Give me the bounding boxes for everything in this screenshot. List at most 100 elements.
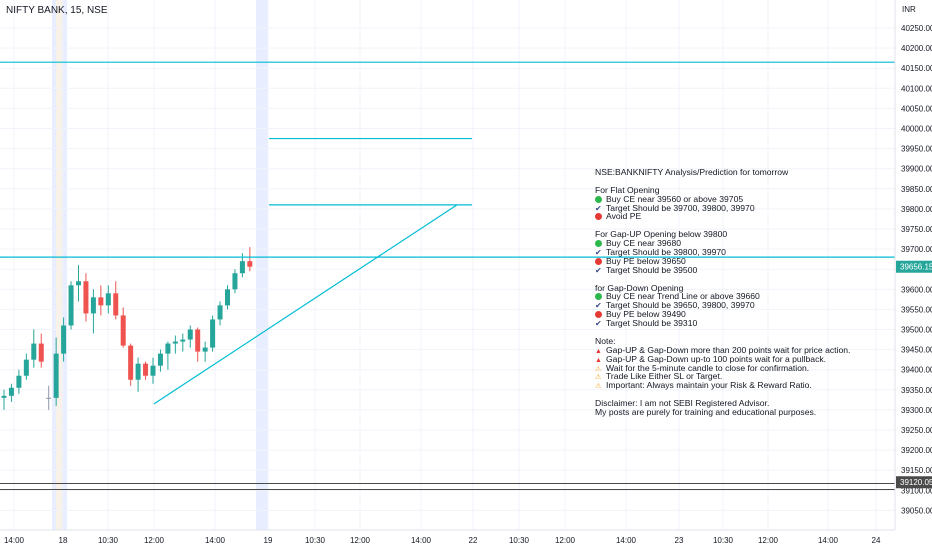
candle-body: [90, 297, 96, 314]
candle-body: [157, 353, 163, 366]
price-axis-label: 39050.00: [901, 506, 932, 515]
candle-body: [210, 319, 216, 348]
check-mark-icon: ✔: [595, 203, 602, 213]
candle: [90, 289, 96, 334]
note-list-item: ✔ Target Should be 39650, 39800, 39970: [595, 301, 850, 310]
warning-icon: ⚠: [595, 374, 602, 382]
price-axis-label: 39350.00: [901, 386, 932, 395]
note-item-text: Buy PE below 39650: [606, 255, 686, 266]
candle-body: [83, 281, 89, 314]
candle: [23, 353, 29, 380]
note-list-item: ▲ Gap-UP & Gap-Down more than 200 points …: [595, 344, 851, 355]
red-circle-icon: [595, 213, 602, 221]
price-axis-label: 40000.00: [901, 125, 932, 134]
green-circle-icon: [595, 293, 602, 301]
note-list-item: Buy PE below 39490: [595, 310, 850, 319]
flat-heading: For Flat Opening: [595, 184, 660, 195]
red-triangle-icon: ▲: [595, 347, 602, 355]
candle-body: [53, 353, 59, 398]
check-mark-icon: ✔: [595, 265, 602, 275]
candle: [172, 335, 178, 354]
support-price-badge: [896, 476, 932, 489]
note-list-item: Avoid PE: [595, 212, 850, 221]
time-axis-label: 22: [469, 536, 478, 545]
price-axis-label: 39300.00: [901, 406, 932, 415]
candle-body: [105, 293, 111, 306]
price-axis-label: 40200.00: [901, 44, 932, 53]
last-price-label: 39656.15: [900, 263, 932, 272]
price-axis-label: 39150.00: [901, 466, 932, 475]
candle-body: [180, 339, 186, 342]
time-axis-label: 10:30: [713, 536, 734, 545]
price-axis-label: 39400.00: [901, 366, 932, 375]
candle-body: [98, 297, 104, 306]
candle-body: [150, 365, 156, 376]
support-price-label: 39120.05: [900, 478, 932, 487]
last-price-badge: [896, 260, 932, 273]
note-item-text: Buy PE below 39490: [606, 309, 686, 320]
price-axis-label: 39950.00: [901, 145, 932, 154]
gap-down-heading: for Gap-Down Opening: [595, 282, 684, 293]
note-list-item: ⚠ Trade Like Either SL or Target.: [595, 372, 850, 381]
candle-body: [143, 363, 149, 376]
time-axis-label: 14:00: [4, 536, 25, 545]
note-list-item: Buy PE below 39650: [595, 255, 850, 266]
candle-body: [172, 341, 178, 344]
price-axis-label: 39700.00: [901, 245, 932, 254]
time-axis-label: 24: [872, 536, 881, 545]
green-circle-icon: [595, 240, 602, 248]
note-item-text: Target Should be 39700, 39800, 39970: [606, 202, 755, 213]
candle-body: [76, 281, 81, 286]
candle: [76, 265, 81, 302]
note-item-text: Gap-UP & Gap-Down more than 200 points w…: [606, 344, 851, 355]
time-axis-label: 19: [264, 536, 273, 545]
note-item-text: Wait for the 5-minute candle to close fo…: [606, 362, 810, 373]
note-heading: Note:: [595, 335, 616, 346]
candle-body: [113, 293, 119, 316]
time-axis-label: 23: [675, 536, 684, 545]
price-axis-label: 39850.00: [901, 185, 932, 194]
time-axis-label: 14:00: [818, 536, 839, 545]
candle-body: [202, 347, 208, 352]
candle-body: [46, 397, 52, 399]
candle: [1, 389, 7, 410]
candle-body: [232, 273, 238, 290]
note-item-text: Target Should be 39650, 39800, 39970: [606, 300, 755, 311]
note-list-item: Buy CE near 39680: [595, 239, 850, 248]
candle: [83, 273, 89, 322]
candle: [8, 383, 14, 402]
red-triangle-icon: ▲: [595, 356, 602, 364]
note-item-text: Trade Like Either SL or Target.: [606, 371, 723, 382]
price-axis-label: 39800.00: [901, 205, 932, 214]
time-axis-label: 14:00: [411, 536, 432, 545]
time-axis-label: 10:30: [98, 536, 119, 545]
candle: [98, 285, 104, 316]
green-circle-icon: [595, 195, 602, 203]
price-axis-label: 39450.00: [901, 346, 932, 355]
note-item-text: Target Should be 39310: [606, 318, 698, 329]
candle: [38, 333, 44, 368]
currency-label: INR: [902, 5, 916, 14]
gap-up-heading: For Gap-UP Opening below 39800: [595, 229, 728, 240]
candle-body: [23, 359, 29, 376]
candle: [31, 329, 37, 368]
session-highlight: [256, 0, 268, 530]
price-axis-label: 39900.00: [901, 165, 932, 174]
candle: [61, 317, 67, 362]
candle-body: [135, 363, 141, 380]
candle: [105, 285, 111, 314]
note-list-item: ✔ Target Should be 39700, 39800, 39970: [595, 202, 850, 213]
price-axis-label: 39100.00: [901, 486, 932, 495]
candle-body: [165, 343, 171, 354]
disclaimer-line: Disclaimer: I am not SEBI Registered Adv…: [595, 398, 770, 409]
candle: [128, 343, 134, 386]
candle-body: [187, 329, 193, 340]
candle: [68, 281, 74, 330]
note-title: NSE:BANKNIFTY Analysis/Prediction for to…: [595, 167, 789, 177]
note-item-text: Buy CE near Trend Line or above 39660: [606, 291, 760, 302]
candle-body: [61, 325, 67, 354]
candle: [16, 369, 22, 394]
candle: [150, 357, 156, 384]
check-mark-icon: ✔: [595, 248, 602, 258]
